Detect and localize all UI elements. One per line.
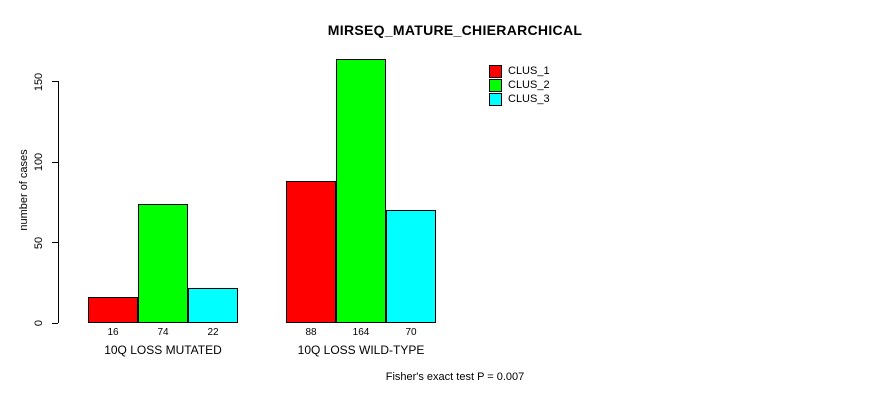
chart-title: MIRSEQ_MATURE_CHIERARCHICAL (327, 22, 583, 38)
bar-clus_3-group1 (188, 288, 238, 323)
bar-value-label: 70 (405, 327, 417, 338)
bar-clus_1-group1 (88, 297, 138, 323)
legend-item-clus_1: CLUS_1 (489, 64, 550, 78)
category-label: 10Q LOSS MUTATED (104, 343, 222, 357)
y-axis-tick-label: 0 (33, 319, 45, 327)
bar-value-label: 88 (305, 327, 317, 338)
legend-item-clus_3: CLUS_3 (489, 92, 550, 106)
bar-clus_3-group2 (386, 210, 436, 323)
legend: CLUS_1 CLUS_2 CLUS_3 (489, 64, 550, 106)
y-axis-line (58, 81, 59, 323)
y-axis-tick (52, 322, 58, 324)
legend-swatch-icon (489, 92, 502, 106)
category-label: 10Q LOSS WILD-TYPE (297, 343, 425, 357)
y-axis-tick (52, 81, 58, 83)
y-axis-tick (52, 242, 58, 244)
legend-label: CLUS_1 (508, 64, 550, 77)
y-axis-tick-label: 50 (33, 236, 45, 249)
bar-value-label: 74 (157, 327, 169, 338)
y-axis-tick (52, 161, 58, 163)
bar-clus_2-group2 (336, 59, 386, 323)
bar-clus_2-group1 (138, 204, 188, 323)
legend-item-clus_2: CLUS_2 (489, 78, 550, 92)
bar-value-label: 22 (207, 327, 219, 338)
p-value-annotation: Fisher's exact test P = 0.007 (385, 371, 525, 383)
y-axis-tick-label: 100 (33, 152, 45, 172)
legend-swatch-icon (489, 64, 502, 78)
y-axis-tick-label: 150 (33, 72, 45, 91)
bar-value-label: 164 (352, 327, 370, 338)
bar-value-label: 16 (107, 327, 119, 338)
y-axis-label: number of cases (18, 149, 30, 231)
legend-label: CLUS_2 (508, 78, 550, 91)
legend-label: CLUS_3 (508, 92, 550, 105)
legend-swatch-icon (489, 78, 502, 92)
bar-clus_1-group2 (286, 181, 336, 323)
